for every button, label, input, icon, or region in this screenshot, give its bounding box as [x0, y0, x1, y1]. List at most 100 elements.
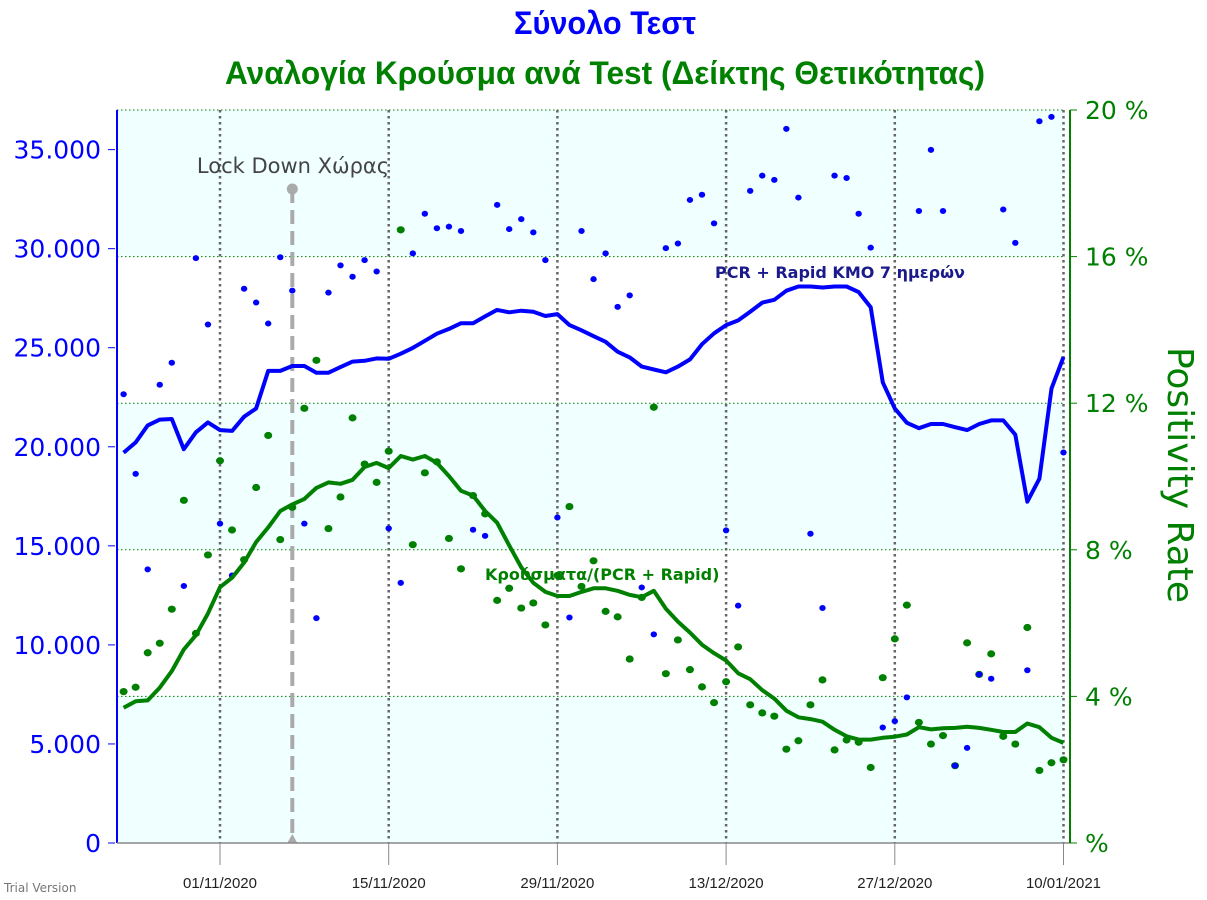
- tests-daily-point: [951, 762, 959, 769]
- positivity-daily-point: [444, 534, 453, 543]
- tests-daily-point: [915, 208, 923, 215]
- positivity-daily-point: [119, 688, 128, 696]
- tests-daily-point: [445, 223, 453, 230]
- positivity-daily-point: [517, 604, 526, 612]
- tests-daily-point: [614, 303, 621, 310]
- positivity-daily-point: [734, 643, 743, 651]
- background-band: [117, 110, 1065, 257]
- tests-daily-point: [674, 240, 682, 247]
- positivity-daily-point: [167, 605, 176, 613]
- positivity-daily-point: [457, 565, 465, 573]
- tests-daily-point: [506, 226, 513, 233]
- positivity-daily-point: [601, 607, 610, 615]
- positivity-daily-point: [806, 701, 815, 709]
- positivity-daily-point: [890, 635, 899, 643]
- tests-daily-point: [602, 250, 609, 257]
- left-tick-label: 0: [85, 829, 101, 858]
- tests-daily-point: [542, 257, 549, 264]
- tests-daily-point: [457, 228, 465, 235]
- tests-daily-point: [337, 262, 344, 269]
- tests-daily-point: [578, 228, 585, 235]
- x-tick-label: 10/01/2021: [1026, 875, 1101, 892]
- positivity-daily-point: [926, 740, 935, 748]
- positivity-daily-point: [589, 557, 598, 565]
- tests-daily-point: [409, 250, 416, 257]
- positivity-daily-point: [577, 582, 586, 591]
- positivity-daily-point: [722, 678, 731, 686]
- positivity-daily-point: [1023, 623, 1032, 632]
- tests-daily-point: [385, 525, 392, 532]
- x-tick-label: 01/11/2020: [183, 875, 257, 892]
- trial-version-watermark: Trial Version: [3, 881, 76, 895]
- positivity-daily-point: [1047, 759, 1056, 767]
- tests-daily-point: [626, 292, 633, 299]
- tests-daily-point: [433, 225, 441, 232]
- positivity-daily-point: [770, 712, 779, 720]
- tests-daily-point: [939, 208, 947, 215]
- positivity-daily-point: [758, 709, 767, 717]
- tests-daily-point: [975, 671, 983, 678]
- tests-daily-point: [903, 694, 911, 701]
- tests-daily-point: [662, 245, 670, 252]
- positivity-daily-point: [565, 502, 574, 511]
- x-tick-label: 27/12/2020: [857, 875, 932, 892]
- tests-daily-point: [397, 579, 404, 586]
- tests-daily-point: [855, 210, 862, 217]
- positivity-daily-point: [866, 763, 875, 772]
- tests-daily-point: [879, 724, 886, 731]
- positivity-daily-point: [408, 541, 417, 549]
- tests-daily-point: [710, 220, 718, 227]
- right-tick-label: %: [1085, 829, 1109, 858]
- positivity-daily-point: [348, 414, 357, 422]
- chart-subtitle: Αναλογία Κρούσμα ανά Test (Δείκτης Θετικ…: [225, 55, 985, 91]
- tests-daily-point: [252, 299, 260, 306]
- tests-daily-point: [988, 675, 995, 682]
- tests-daily-point: [204, 321, 212, 328]
- tests-daily-point: [361, 257, 368, 264]
- right-tick-label: 20 %: [1085, 96, 1149, 125]
- positivity-daily-point: [276, 535, 285, 544]
- background-band: [117, 403, 1065, 550]
- positivity-daily-point: [420, 469, 429, 477]
- tests-daily-point: [421, 210, 429, 217]
- positivity-daily-point: [203, 551, 212, 559]
- positivity-daily-point: [999, 732, 1008, 740]
- positivity-daily-point: [818, 676, 827, 684]
- positivity-daily-point: [252, 483, 261, 492]
- left-tick-label: 30.000: [14, 235, 101, 264]
- positivity-daily-point: [987, 650, 996, 658]
- lockdown-marker-triangle: [287, 834, 298, 843]
- tests-daily-point: [590, 276, 597, 283]
- positivity-daily-point: [830, 746, 839, 754]
- tests-daily-point: [686, 196, 694, 203]
- positivity-daily-point: [264, 431, 273, 440]
- positivity-daily-point: [939, 732, 947, 740]
- positivity-daily-point: [878, 674, 887, 682]
- tests-daily-point: [650, 631, 657, 638]
- tests-daily-point: [481, 532, 489, 539]
- background-bands: [117, 110, 1065, 843]
- series-label-positivity: Κρούσματα/(PCR + Rapid): [485, 565, 719, 584]
- positivity-daily-point: [1035, 766, 1044, 775]
- positivity-daily-point: [625, 655, 634, 663]
- positivity-daily-point: [384, 447, 393, 455]
- tests-daily-point: [216, 520, 224, 527]
- tests-daily-point: [192, 255, 200, 262]
- right-tick-label: 16 %: [1085, 243, 1149, 272]
- tests-daily-point: [566, 614, 573, 621]
- positivity-daily-point: [613, 613, 622, 621]
- positivity-daily-point: [661, 670, 670, 678]
- tests-daily-point: [722, 527, 730, 534]
- tests-daily-point: [530, 229, 537, 236]
- tests-daily-point: [1048, 113, 1055, 120]
- left-tick-label: 10.000: [14, 631, 101, 660]
- tests-daily-point: [759, 172, 766, 179]
- left-tick-label: 20.000: [14, 433, 101, 462]
- positivity-daily-point: [131, 683, 140, 691]
- positivity-daily-point: [216, 457, 224, 465]
- tests-daily-point: [289, 287, 296, 294]
- tests-daily-point: [963, 744, 971, 751]
- positivity-daily-point: [553, 571, 562, 580]
- positivity-daily-point: [673, 636, 682, 644]
- series-label-tests-7day: PCR + Rapid ΚΜΟ 7 ημερών: [715, 263, 965, 282]
